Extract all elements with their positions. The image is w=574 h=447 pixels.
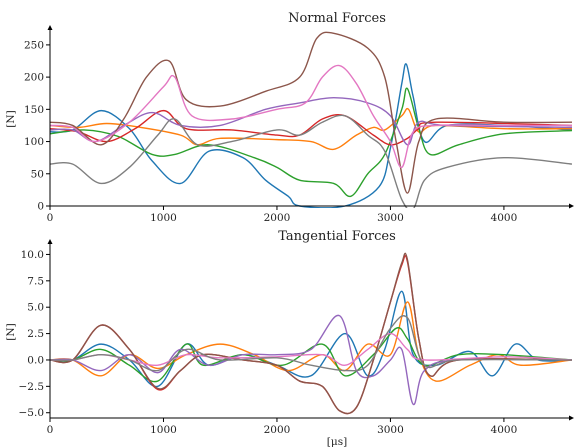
series-line-5 <box>50 314 572 405</box>
x-tick-label: 3000 <box>377 212 404 224</box>
x-tick-label: 1000 <box>150 212 177 224</box>
x-axis-arrow <box>569 203 574 209</box>
x-tick-label: 4000 <box>491 424 518 436</box>
x-tick-label: 3000 <box>377 424 404 436</box>
y-tick-label: 0 <box>37 201 44 213</box>
x-axis-arrow <box>569 415 574 421</box>
chart-title: Normal Forces <box>288 11 386 26</box>
x-tick-label: 2000 <box>264 424 291 436</box>
y-tick-label: 10.0 <box>21 249 44 261</box>
series-line-8 <box>50 114 572 208</box>
y-axis-arrow <box>47 239 53 244</box>
y-tick-label: 250 <box>24 39 44 51</box>
x-tick-label: 4000 <box>491 212 518 224</box>
y-tick-label: 50 <box>31 168 44 180</box>
x-tick-label: 0 <box>47 212 54 224</box>
series-line-5 <box>50 97 572 146</box>
y-tick-label: −5.0 <box>19 407 45 419</box>
x-tick-label: 1000 <box>150 424 177 436</box>
normal-forces-panel: 0 1000 2000 3000 4000 0 50 100 150 200 250 Normal F… <box>5 11 574 224</box>
x-axis-label: [μs] <box>327 436 347 447</box>
y-axis-label: [N] <box>5 110 17 127</box>
y-tick-label: 100 <box>24 136 44 148</box>
series-line-7 <box>50 64 572 169</box>
y-axis-label: [N] <box>5 323 17 340</box>
series-line-8 <box>50 315 572 372</box>
series-line-1 <box>50 290 572 388</box>
series-group <box>50 31 572 208</box>
y-tick-label: 7.5 <box>27 275 44 287</box>
y-tick-label: 200 <box>24 72 44 84</box>
y-axis-arrow <box>47 25 53 30</box>
series-line-2 <box>50 301 572 382</box>
series-line-6 <box>50 31 572 194</box>
chart-title: Tangential Forces <box>278 229 396 244</box>
y-tick-label: −2.5 <box>19 381 45 393</box>
y-tick-label: 0.0 <box>27 354 44 366</box>
y-tick-label: 2.5 <box>27 328 44 340</box>
x-tick-label: 2000 <box>264 212 291 224</box>
y-tick-label: 150 <box>24 104 44 116</box>
x-tick-label: 0 <box>47 424 54 436</box>
series-line-3 <box>50 87 572 198</box>
series-line-6 <box>50 252 572 415</box>
y-tick-label: 5.0 <box>27 302 44 314</box>
series-group <box>50 252 572 415</box>
series-line-4 <box>50 254 572 415</box>
tangential-forces-panel: 0 1000 2000 3000 4000 −5.0 −2.5 0.0 2.5 5.0 7.5 10.… <box>5 229 574 447</box>
